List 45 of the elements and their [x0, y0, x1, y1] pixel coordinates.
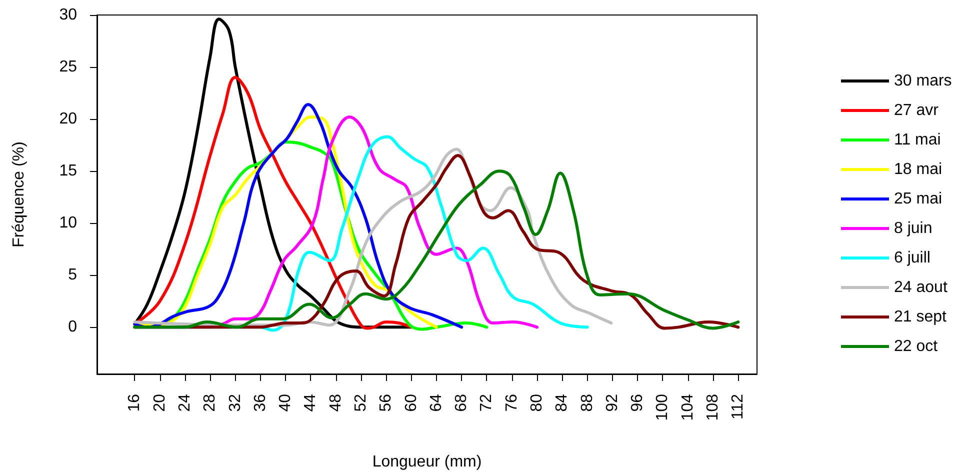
- x-tick-label: 72: [478, 394, 496, 412]
- x-tick-label: 52: [352, 394, 370, 412]
- x-tick-label: 76: [503, 394, 520, 412]
- legend-label: 8 juin: [894, 220, 932, 237]
- x-tick-label: 20: [151, 394, 168, 412]
- x-tick-label: 92: [604, 394, 621, 412]
- x-tick-label: 32: [226, 394, 244, 412]
- x-tick-label: 44: [302, 394, 320, 412]
- x-tick-label: 112: [730, 394, 747, 420]
- y-tick-label: 15: [59, 162, 78, 180]
- y-tick-label: 5: [68, 266, 78, 284]
- x-tick-label: 48: [327, 394, 344, 412]
- x-tick-label: 56: [378, 394, 395, 412]
- legend-label: 6 juill: [894, 250, 930, 266]
- legend-label: 27 avr: [894, 102, 940, 119]
- x-tick-label: 108: [704, 394, 722, 421]
- legend-label: 11 mai: [894, 132, 941, 148]
- legend-label: 25 mai: [894, 190, 942, 208]
- x-tick-label: 68: [453, 394, 470, 412]
- x-tick-label: 28: [202, 394, 219, 412]
- legend-label: 18 mai: [894, 161, 942, 178]
- x-tick-label: 88: [578, 394, 596, 412]
- y-tick-label: 20: [59, 110, 78, 128]
- x-tick-label: 96: [629, 394, 646, 412]
- y-tick-label: 30: [59, 6, 78, 24]
- x-tick-label: 100: [654, 394, 672, 421]
- y-tick-label: 0: [68, 318, 78, 336]
- x-tick-label: 36: [252, 394, 269, 412]
- x-tick-label: 104: [679, 394, 696, 421]
- legend-label: 22 oct: [894, 338, 938, 355]
- legend-label: 21 sept: [894, 308, 948, 326]
- x-tick-label: 80: [528, 394, 546, 412]
- legend-label: 30 mars: [894, 72, 952, 90]
- x-tick-label: 60: [402, 394, 420, 412]
- y-axis-title: Fréquence (%): [10, 142, 28, 248]
- x-tick-label: 64: [428, 394, 445, 412]
- x-tick-label: 16: [126, 394, 144, 412]
- x-axis-title: Longueur (mm): [372, 454, 482, 470]
- y-tick-label: 25: [59, 58, 78, 76]
- line-series: [133, 18, 413, 329]
- y-tick-label: 10: [59, 214, 78, 232]
- x-tick-label: 84: [554, 394, 571, 412]
- legend-label: 24 aout: [894, 279, 948, 296]
- x-tick-label: 24: [176, 394, 194, 412]
- x-tick-label: 40: [277, 394, 294, 412]
